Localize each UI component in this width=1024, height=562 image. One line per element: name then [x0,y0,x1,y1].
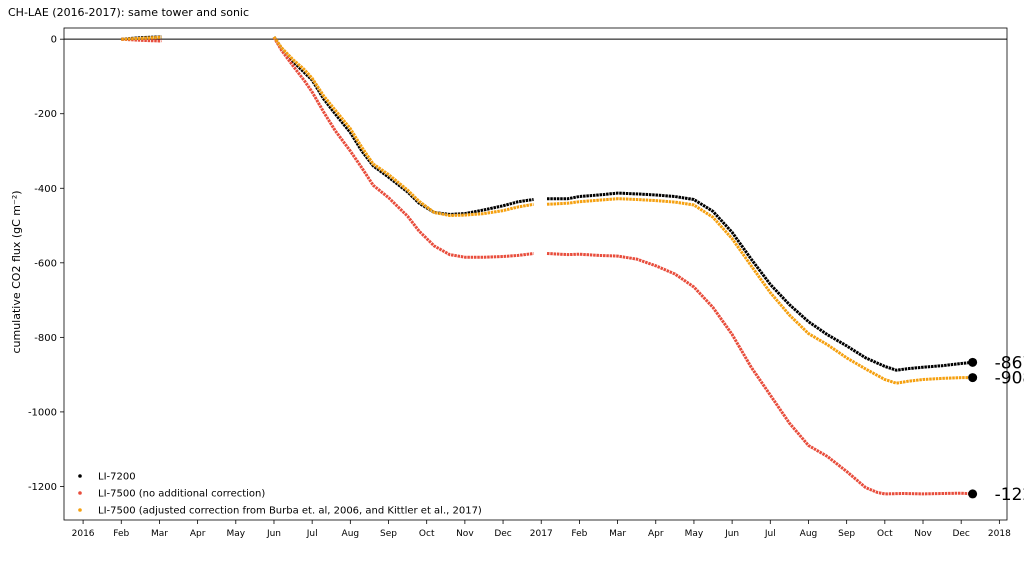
y-tick-label: -800 [34,333,57,344]
x-tick-label: Nov [456,529,474,539]
x-tick-label: 2016 [72,529,95,539]
y-tick-label: 0 [51,35,57,46]
end-point-marker [968,373,978,383]
y-axis-label: cumulative CO2 flux (gC m⁻²) [10,190,23,353]
x-tick-label: Sep [380,529,397,539]
y-tick-label: -400 [34,184,57,195]
x-tick-label: May [226,529,245,539]
series-line-3 [121,35,973,385]
end-value-label: -1220 [995,485,1024,505]
x-tick-label: Dec [952,529,969,539]
end-value-label: -908 [995,369,1024,389]
chart-title: CH-LAE (2016-2017): same tower and sonic [8,6,249,19]
x-tick-label: Apr [648,529,664,539]
x-tick-label: Sep [838,529,855,539]
legend-entry: LI-7200 [98,472,136,483]
end-point-marker [968,489,978,499]
end-value-label: -867 [995,353,1024,373]
x-tick-label: Mar [151,529,168,539]
x-tick-label: Nov [914,529,932,539]
y-tick-label: -600 [34,258,57,269]
x-tick-label: Feb [113,529,129,539]
x-tick-label: Jun [266,529,281,539]
legend-marker [78,508,82,512]
y-tick-label: -200 [34,109,57,120]
x-tick-label: Jun [724,529,739,539]
plot-frame [63,27,1008,521]
y-tick-label: -1200 [28,482,57,493]
x-tick-label: Aug [800,529,818,539]
legend-marker [78,491,82,495]
x-tick-label: Dec [494,529,511,539]
legend-entry: LI-7500 (no additional correction) [98,489,265,500]
series-line-2 [121,36,973,496]
x-tick-label: 2018 [988,529,1011,539]
x-tick-label: Oct [419,529,435,539]
x-tick-label: 2017 [530,529,553,539]
x-tick-label: Apr [190,529,206,539]
x-tick-label: Mar [609,529,626,539]
y-tick-label: -1000 [28,407,57,418]
x-tick-label: Feb [571,529,587,539]
x-tick-label: Aug [342,529,360,539]
x-tick-label: Jul [306,529,318,539]
legend-entry: LI-7500 (adjusted correction from Burba … [98,506,482,517]
legend-marker [78,474,82,478]
x-tick-label: May [685,529,704,539]
x-tick-label: Jul [764,529,776,539]
x-tick-label: Oct [877,529,893,539]
end-point-marker [968,357,978,367]
